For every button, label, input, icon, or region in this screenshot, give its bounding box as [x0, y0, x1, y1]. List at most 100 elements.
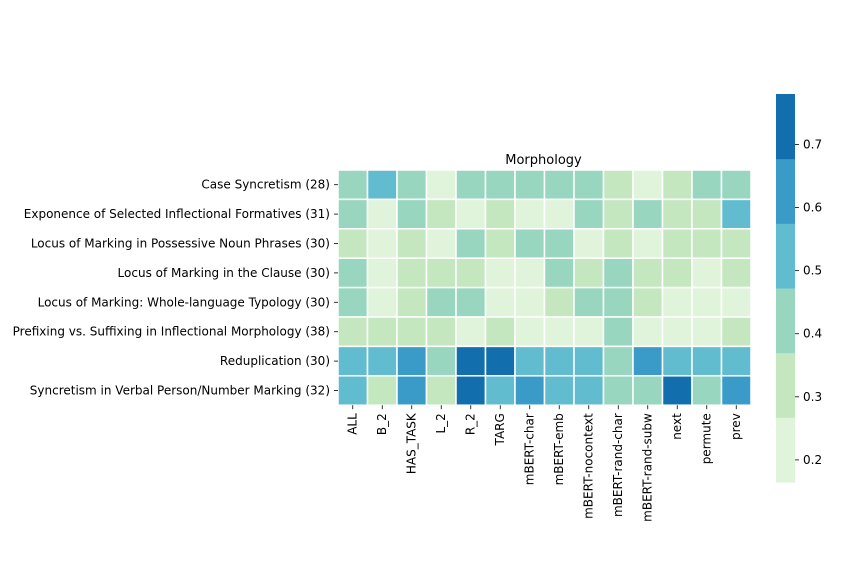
heatmap-cell	[455, 286, 487, 318]
heatmap-cell	[573, 316, 605, 348]
heatmap-cell	[514, 375, 546, 406]
heatmap-cell	[661, 375, 693, 406]
heatmap-cell	[573, 286, 605, 318]
heatmap-cell	[573, 228, 605, 259]
heatmap-cell	[691, 375, 723, 406]
heatmap-cell	[632, 169, 664, 201]
heatmap-cell	[514, 345, 546, 377]
heatmap-cell	[484, 198, 516, 230]
heatmap-cell	[366, 257, 398, 289]
heatmap-cell	[337, 228, 369, 259]
heatmap-cell	[573, 345, 605, 377]
heatmap-cell	[720, 375, 752, 406]
y-tick-label: Exponence of Selected Inflectional Forma…	[24, 207, 330, 221]
y-tick-label: Locus of Marking: Whole-language Typolog…	[38, 295, 330, 309]
heatmap-cell	[396, 345, 428, 377]
heatmap-cell	[632, 316, 664, 348]
heatmap-cell	[425, 169, 457, 201]
heatmap-cell	[455, 169, 487, 201]
heatmap-cell	[425, 228, 457, 259]
heatmap-cell	[455, 257, 487, 289]
heatmap-cell	[720, 169, 752, 201]
heatmap-cell	[543, 316, 575, 348]
heatmap-cell	[337, 316, 369, 348]
heatmap-cell	[366, 316, 398, 348]
x-tick-label: HAS_TASK	[405, 412, 419, 474]
heatmap-cell	[543, 198, 575, 230]
heatmap-cell	[720, 198, 752, 230]
heatmap-cell	[396, 228, 428, 259]
heatmap-cell	[661, 228, 693, 259]
heatmap-cell	[366, 286, 398, 318]
heatmap-cell	[602, 345, 634, 377]
heatmap-cell	[337, 257, 369, 289]
heatmap-cell	[543, 345, 575, 377]
heatmap-cell	[720, 286, 752, 318]
colorbar-tick-label: 0.4	[803, 327, 822, 341]
colorbar-tick-label: 0.2	[803, 453, 822, 467]
y-tick-label: Locus of Marking in the Clause (30)	[118, 266, 330, 280]
heatmap-cell	[661, 198, 693, 230]
heatmap-cell	[602, 375, 634, 406]
heatmap-cell	[661, 345, 693, 377]
heatmap-cell	[632, 345, 664, 377]
heatmap-cell	[602, 257, 634, 289]
heatmap-cell	[691, 169, 723, 201]
y-tick-label: Locus of Marking in Possessive Noun Phra…	[31, 237, 330, 251]
heatmap-cell	[484, 169, 516, 201]
heatmap-cell	[573, 257, 605, 289]
x-axis-labels: ALL B_2 HAS_TASK L_2 R_2 TARG mBERT-char mBERT-…	[346, 405, 743, 522]
heatmap-cell	[337, 198, 369, 230]
heatmap-cell	[573, 375, 605, 406]
heatmap-cell	[632, 375, 664, 406]
heatmap-cell	[396, 375, 428, 406]
heatmap-cell	[455, 375, 487, 406]
x-tick-label: TARG	[493, 413, 507, 446]
heatmap-cell	[543, 169, 575, 201]
heatmap-cell	[337, 286, 369, 318]
x-tick-label: R_2	[464, 413, 478, 435]
heatmap-cell	[455, 198, 487, 230]
colorbar-tick-label: 0.3	[803, 390, 822, 404]
heatmap-cell	[632, 198, 664, 230]
heatmap-cell	[455, 316, 487, 348]
heatmap-cell	[514, 316, 546, 348]
heatmap-cell	[543, 257, 575, 289]
colorbar-tick-label: 0.6	[803, 201, 822, 215]
heatmap-cell	[691, 316, 723, 348]
heatmap-cell	[602, 286, 634, 318]
x-tick-label: next	[670, 413, 684, 440]
x-tick-label: mBERT-nocontext	[582, 413, 596, 519]
heatmap-cell	[514, 286, 546, 318]
heatmap-cell	[366, 198, 398, 230]
heatmap-cell	[425, 257, 457, 289]
y-tick-label: Reduplication (30)	[220, 354, 330, 368]
heatmap-cell	[543, 375, 575, 406]
heatmap-cell	[337, 375, 369, 406]
heatmap-cell	[514, 257, 546, 289]
heatmap-cells	[337, 169, 752, 406]
heatmap-cell	[337, 345, 369, 377]
heatmap-cell	[691, 286, 723, 318]
heatmap-cell	[632, 228, 664, 259]
heatmap-cell	[396, 198, 428, 230]
colorbar-tick-label: 0.5	[803, 264, 822, 278]
heatmap-cell	[720, 228, 752, 259]
colorbar: 0.2 0.3 0.4 0.5 0.6 0.7	[776, 94, 822, 483]
colorbar-tick-label: 0.7	[803, 137, 822, 151]
heatmap-cell	[514, 198, 546, 230]
heatmap-cell	[425, 286, 457, 318]
heatmap-cell	[691, 198, 723, 230]
heatmap-cell	[602, 169, 634, 201]
heatmap-cell	[632, 257, 664, 289]
heatmap-cell	[455, 228, 487, 259]
y-tick-label: Prefixing vs. Suffixing in Inflectional …	[13, 325, 330, 339]
heatmap-cell	[661, 316, 693, 348]
heatmap-cell	[484, 345, 516, 377]
heatmap-cell	[366, 375, 398, 406]
heatmap-cell	[632, 286, 664, 318]
heatmap-cell	[720, 316, 752, 348]
heatmap-cell	[484, 375, 516, 406]
